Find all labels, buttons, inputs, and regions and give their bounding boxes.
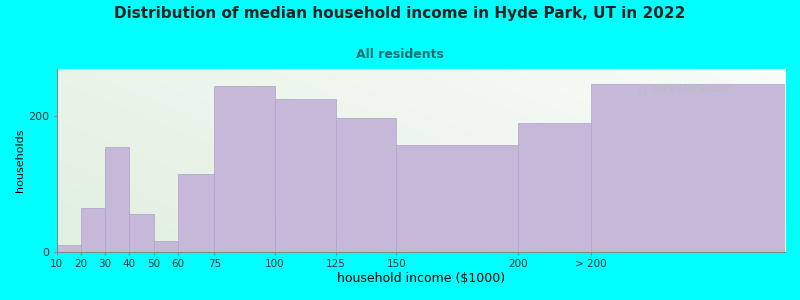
Y-axis label: households: households [15,128,25,192]
X-axis label: household income ($1000): household income ($1000) [337,272,505,285]
Bar [214,86,275,252]
Bar [130,214,154,252]
Bar [518,123,639,252]
Bar [105,147,130,252]
Bar [397,145,518,252]
Text: ⓘ  City-Data.com: ⓘ City-Data.com [639,84,733,94]
Bar [178,174,214,252]
Text: All residents: All residents [356,48,444,61]
Bar [154,242,178,252]
Bar [275,99,336,252]
Bar [336,118,397,252]
Text: Distribution of median household income in Hyde Park, UT in 2022: Distribution of median household income … [114,6,686,21]
Bar [57,245,81,252]
Bar [81,208,105,252]
Bar [590,84,785,252]
